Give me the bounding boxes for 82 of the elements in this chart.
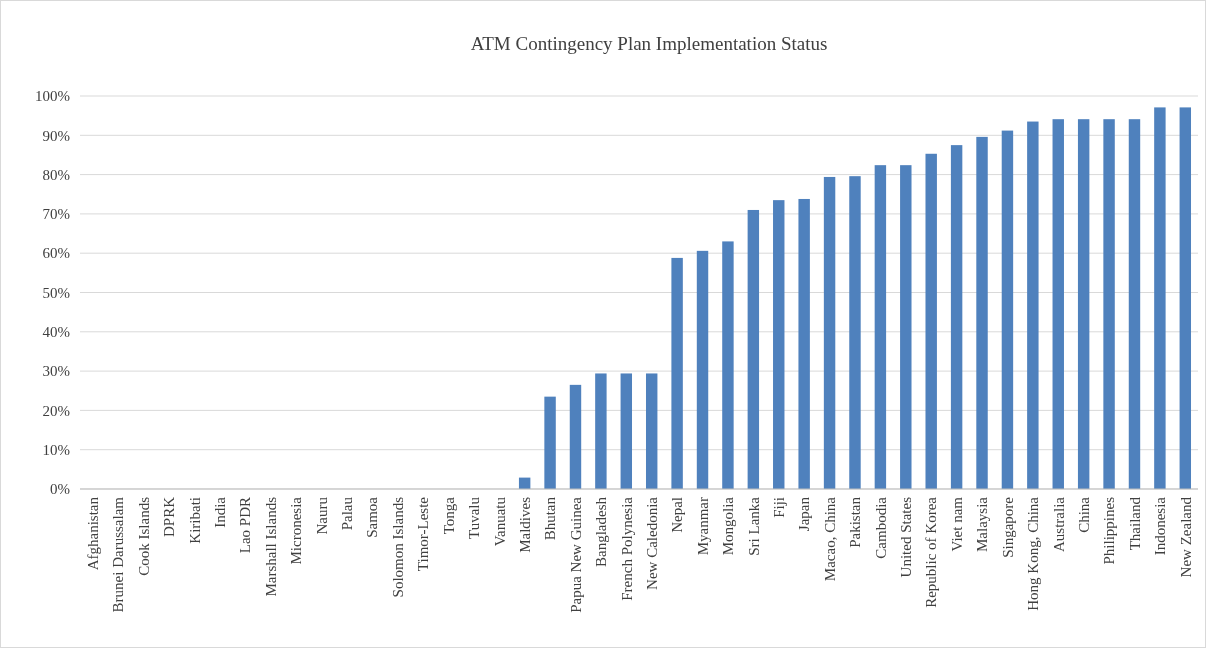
x-tick-label: Micronesia [288, 496, 305, 565]
bar [645, 373, 658, 489]
bar [747, 209, 760, 489]
x-tick-label: Kiribati [186, 497, 203, 544]
x-tick-label: Tonga [440, 496, 457, 535]
x-tick-label: Nauru [313, 496, 330, 535]
x-tick-label: Macao, China [821, 496, 838, 582]
y-tick-label: 60% [42, 245, 70, 262]
bar [620, 373, 633, 489]
y-tick-label: 90% [42, 127, 70, 144]
bar [798, 198, 810, 489]
bar [1128, 119, 1141, 489]
bar [925, 153, 937, 489]
bar [1077, 119, 1090, 489]
y-tick-label: 100% [35, 88, 70, 105]
x-tick-label: Papua New Guinea [567, 496, 584, 613]
y-tick-label: 80% [42, 166, 70, 183]
x-tick-label: Vanuatu [491, 496, 508, 547]
x-tick-label: Tuvalu [466, 496, 483, 539]
x-tick-label: Brunei Darussalam [110, 496, 127, 613]
bar [874, 165, 887, 489]
bar [773, 200, 785, 489]
x-tick-label: Palau [339, 496, 356, 531]
x-tick-label: Thailand [1126, 496, 1143, 551]
x-tick-label: Bhutan [542, 496, 559, 541]
y-tick-label: 0% [50, 481, 70, 498]
x-tick-label: Mongolia [720, 496, 737, 556]
x-tick-label: DPRK [161, 496, 178, 538]
x-tick-label: Solomon Islands [389, 496, 406, 598]
x-tick-label: Pakistan [847, 496, 864, 548]
x-tick-label: United States [898, 496, 915, 578]
bar [849, 176, 861, 489]
x-tick-label: Singapore [999, 496, 1016, 558]
bar [595, 373, 607, 489]
bar [696, 250, 709, 489]
y-tick-label: 30% [42, 363, 70, 380]
x-tick-label: Marshall Islands [262, 496, 279, 597]
x-tick-label: Myanmar [694, 497, 711, 556]
x-tick-label: India [212, 496, 228, 528]
x-tick-label: Sri Lanka [745, 496, 762, 556]
bar [900, 165, 912, 489]
x-tick-label: New Caledonia [643, 496, 660, 590]
x-tick-label: Cook Islands [135, 496, 152, 576]
bar [1001, 130, 1014, 489]
bar [722, 241, 734, 489]
x-tick-label: Timor-Leste [415, 496, 432, 572]
x-tick-label: Japan [796, 496, 813, 532]
x-tick-label: French Polynesia [618, 496, 635, 601]
x-tick-label: Fiji [771, 497, 787, 518]
chart-title: ATM Contingency Plan Implementation Status [470, 33, 828, 54]
bar [544, 396, 556, 489]
x-tick-label: Australia [1050, 496, 1067, 552]
bar [671, 257, 683, 489]
bar [1154, 107, 1166, 489]
bar [1052, 119, 1064, 489]
x-tick-label: Hong Kong, China [1025, 496, 1042, 611]
x-tick-label: Lao PDR [237, 497, 254, 554]
bar [823, 176, 836, 489]
x-tick-label: Bangladesh [593, 496, 610, 567]
x-tick-label: Philippines [1101, 496, 1118, 565]
x-tick-label: Indonesia [1152, 496, 1169, 556]
bar [1179, 107, 1192, 489]
y-tick-label: 70% [42, 206, 70, 223]
y-tick-label: 40% [42, 324, 70, 341]
x-tick-label: Republic of Korea [923, 496, 940, 608]
x-tick-label: Viet nam [948, 496, 965, 552]
y-tick-label: 10% [42, 441, 70, 458]
bar [950, 145, 963, 489]
bar [569, 384, 582, 489]
x-tick-label: New Zealand [1177, 496, 1194, 578]
bar [1027, 121, 1039, 489]
x-tick-label: Afghanistan [84, 496, 101, 571]
bar [1103, 119, 1115, 489]
bar [976, 136, 988, 489]
x-tick-label: Nepal [669, 497, 686, 533]
x-tick-label: China [1075, 496, 1092, 533]
x-tick-label: Maldives [516, 496, 533, 553]
x-tick-label: Malaysia [974, 496, 991, 552]
x-tick-label: Samoa [364, 496, 381, 538]
x-tick-label: Cambodia [872, 496, 889, 559]
y-tick-label: 50% [42, 284, 70, 301]
y-tick-label: 20% [42, 402, 70, 419]
